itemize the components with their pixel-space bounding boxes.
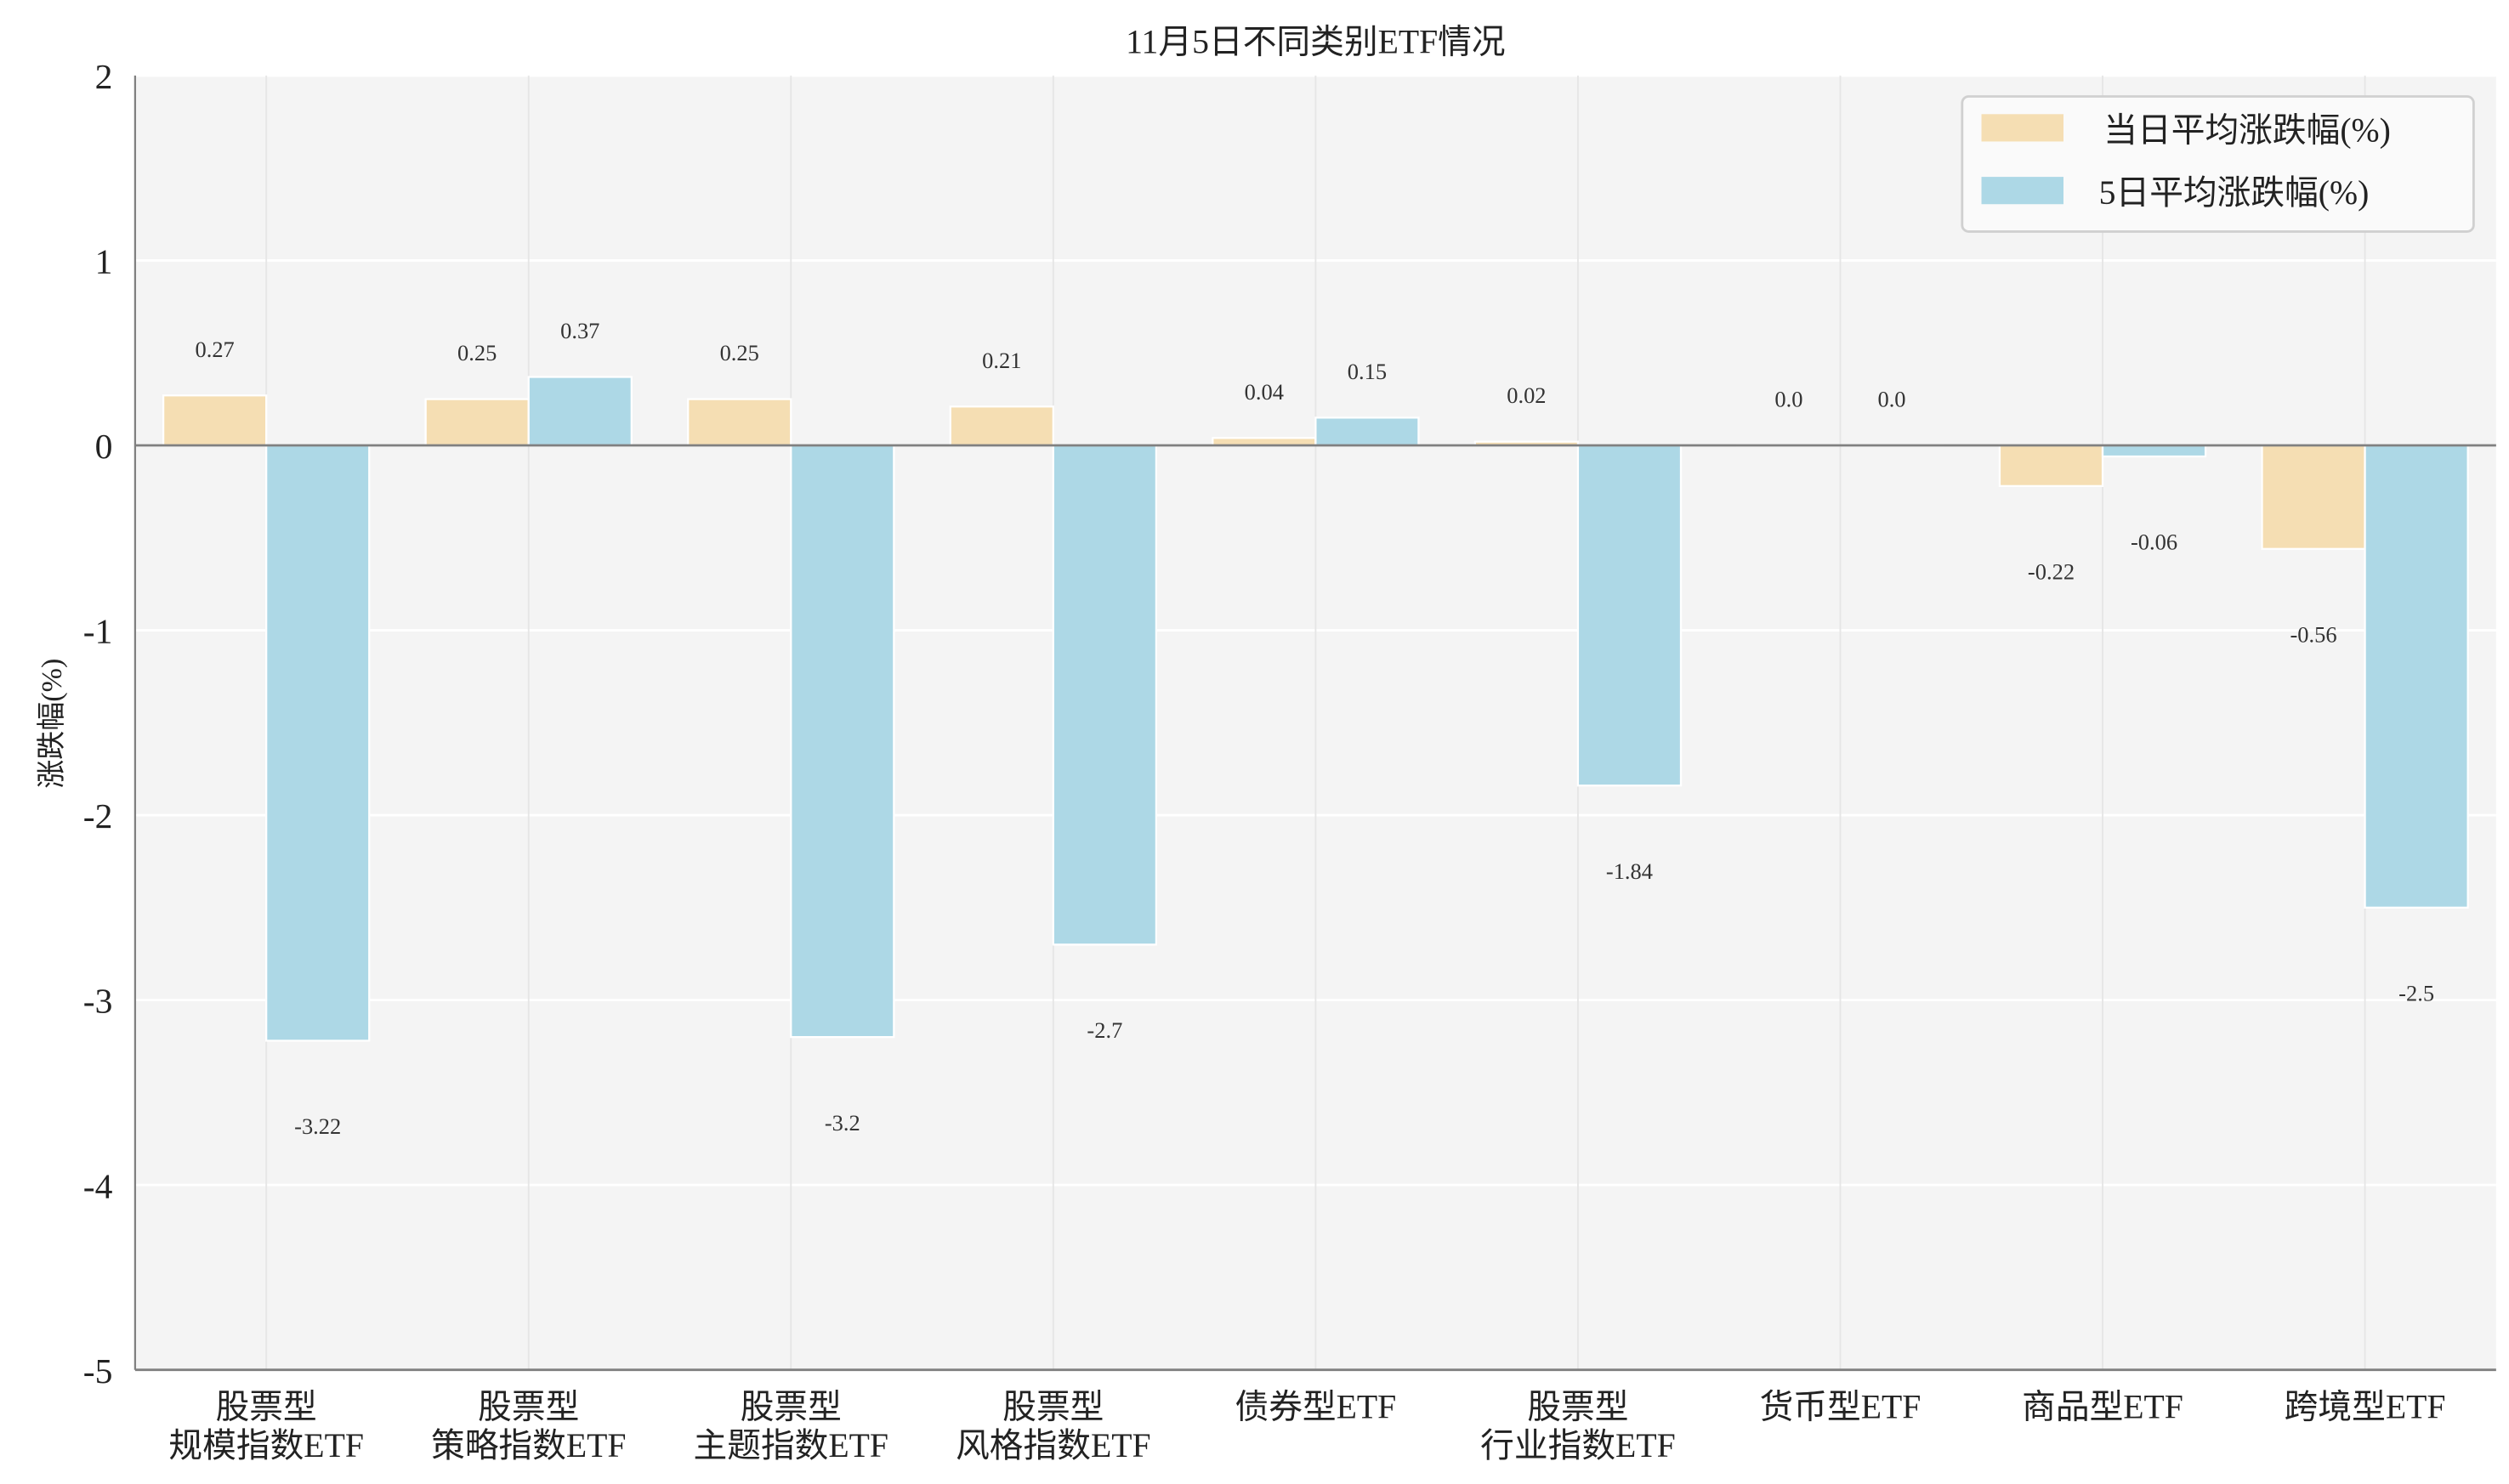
data-label: 0.0 <box>1877 387 1905 412</box>
data-label: 0.25 <box>457 340 497 365</box>
y-tick-label: -5 <box>83 1352 113 1391</box>
x-tick-label: 主题指数ETF <box>694 1427 889 1464</box>
data-label: 0.04 <box>1245 379 1284 405</box>
data-label: -0.06 <box>2131 530 2177 555</box>
bar-daily <box>949 405 1054 447</box>
data-label: 0.21 <box>982 348 1021 373</box>
legend-label-daily: 当日平均涨跌幅(%) <box>2103 111 2391 149</box>
data-label: -2.5 <box>2398 981 2434 1006</box>
bar-daily <box>424 398 530 447</box>
data-label: -2.7 <box>1087 1017 1122 1043</box>
bar-daily <box>162 394 268 447</box>
data-label: 0.27 <box>195 337 234 362</box>
bar-5day <box>2364 444 2469 909</box>
bar-5day <box>1576 444 1683 787</box>
x-tick-label: 行业指数ETF <box>1480 1427 1676 1464</box>
data-label: -0.22 <box>2028 559 2075 585</box>
bar-5day <box>790 444 895 1039</box>
y-tick-label: -3 <box>83 983 113 1022</box>
legend-label-5day: 5日平均涨跌幅(%) <box>2099 174 2370 212</box>
chart-title: 11月5日不同类别ETF情况 <box>1126 23 1505 60</box>
legend: 当日平均涨跌幅(%) 5日平均涨跌幅(%) <box>1961 95 2475 233</box>
bar-5day <box>1052 444 1158 946</box>
y-tick-label: 0 <box>95 428 113 467</box>
x-tick-label: 跨境型ETF <box>2285 1388 2446 1425</box>
bar-5day <box>265 444 371 1042</box>
x-ticks: 股票型规模指数ETF股票型策略指数ETF股票型主题指数ETF股票型风格指数ETF… <box>168 1388 2445 1464</box>
x-tick-label: 债券型ETF <box>1235 1388 1396 1425</box>
data-label: 0.0 <box>1774 387 1802 412</box>
y-tick-label: 2 <box>95 58 113 97</box>
data-label: -0.56 <box>2290 622 2336 648</box>
bar-5day <box>1314 416 1420 447</box>
y-tick-label: 1 <box>95 243 113 282</box>
y-axis-label: 涨跌幅(%) <box>36 659 68 789</box>
x-tick-label: 规模指数ETF <box>168 1427 364 1464</box>
y-ticks: 2 1 0 -1 -2 -3 -4 -5 <box>83 58 113 1391</box>
x-tick-label: 股票型 <box>741 1388 842 1425</box>
bar-5day <box>527 376 633 447</box>
x-tick-label: 股票型 <box>1002 1388 1104 1425</box>
data-label: 0.15 <box>1348 359 1387 384</box>
x-tick-label: 货币型ETF <box>1760 1388 1921 1425</box>
legend-swatch-daily <box>1981 114 2064 142</box>
legend-box <box>1961 95 2475 233</box>
data-labels: 0.27 0.25 0.25 0.21 0.04 0.02 0.0 -0.22 -0.56 -3.… <box>195 318 2434 1139</box>
bar-daily <box>1998 444 2104 487</box>
x-tick-label: 股票型 <box>216 1388 317 1425</box>
data-label: 0.02 <box>1507 382 1546 408</box>
data-label: 0.25 <box>720 340 759 365</box>
data-label: -3.22 <box>294 1113 341 1139</box>
y-tick-label: -4 <box>83 1167 113 1206</box>
y-tick-label: -2 <box>83 797 113 836</box>
bar-daily <box>687 398 792 447</box>
x-tick-label: 策略指数ETF <box>431 1427 626 1464</box>
data-label: -3.2 <box>825 1110 860 1136</box>
legend-swatch-5day <box>1981 177 2064 205</box>
data-label: 0.37 <box>560 318 599 343</box>
bar-daily <box>2261 444 2366 550</box>
data-label: -1.84 <box>1606 858 1653 884</box>
bar-5day <box>2101 444 2207 458</box>
x-tick-label: 股票型 <box>478 1388 579 1425</box>
x-tick-label: 股票型 <box>1527 1388 1628 1425</box>
y-tick-label: -1 <box>83 613 113 652</box>
bars <box>162 376 2469 1042</box>
x-tick-label: 商品型ETF <box>2022 1388 2183 1425</box>
x-tick-label: 风格指数ETF <box>956 1427 1151 1464</box>
